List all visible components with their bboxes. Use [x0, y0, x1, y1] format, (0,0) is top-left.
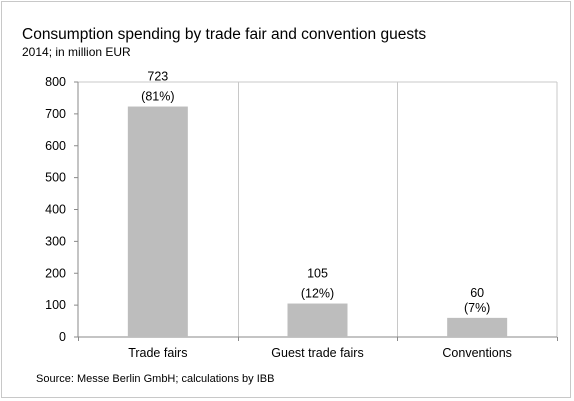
x-tick-label: Trade fairs	[128, 346, 187, 360]
y-tick-label: 700	[45, 107, 66, 121]
y-tick-label: 200	[45, 266, 66, 280]
data-label-value: 105	[307, 267, 328, 281]
x-tick-label: Guest trade fairs	[271, 346, 363, 360]
data-label-share: (12%)	[301, 287, 334, 301]
y-tick-label: 300	[45, 234, 66, 248]
data-label-value: 60	[470, 286, 484, 300]
x-tick-label: Conventions	[442, 346, 512, 360]
data-label-share: (7%)	[464, 301, 490, 315]
data-label-share: (81%)	[141, 90, 174, 104]
y-tick-label: 400	[45, 203, 66, 217]
bar	[287, 303, 348, 337]
y-tick-label: 800	[45, 75, 66, 89]
bar	[447, 317, 508, 337]
y-tick-label: 600	[45, 139, 66, 153]
y-tick-label: 100	[45, 298, 66, 312]
bar	[127, 106, 188, 337]
chart-subtitle: 2014; in million EUR	[22, 45, 131, 59]
data-label-value: 723	[147, 70, 168, 84]
chart-title: Consumption spending by trade fair and c…	[22, 26, 427, 43]
chart-source: Source: Messe Berlin GmbH; calculations …	[36, 373, 275, 385]
y-tick-label: 500	[45, 171, 66, 185]
y-tick-label: 0	[59, 330, 66, 344]
